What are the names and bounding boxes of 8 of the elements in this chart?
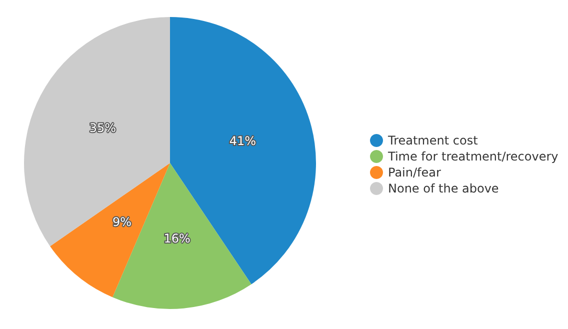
data-label: 9% [112, 214, 132, 229]
legend-label: None of the above [388, 182, 499, 196]
data-label: 16% [164, 232, 190, 246]
legend-label: Treatment cost [387, 134, 478, 148]
data-label: 35% [89, 120, 116, 135]
data-label: 41% [229, 134, 256, 148]
legend-label: Time for treatment/recovery [387, 150, 558, 164]
legend-label: Pain/fear [388, 166, 441, 180]
